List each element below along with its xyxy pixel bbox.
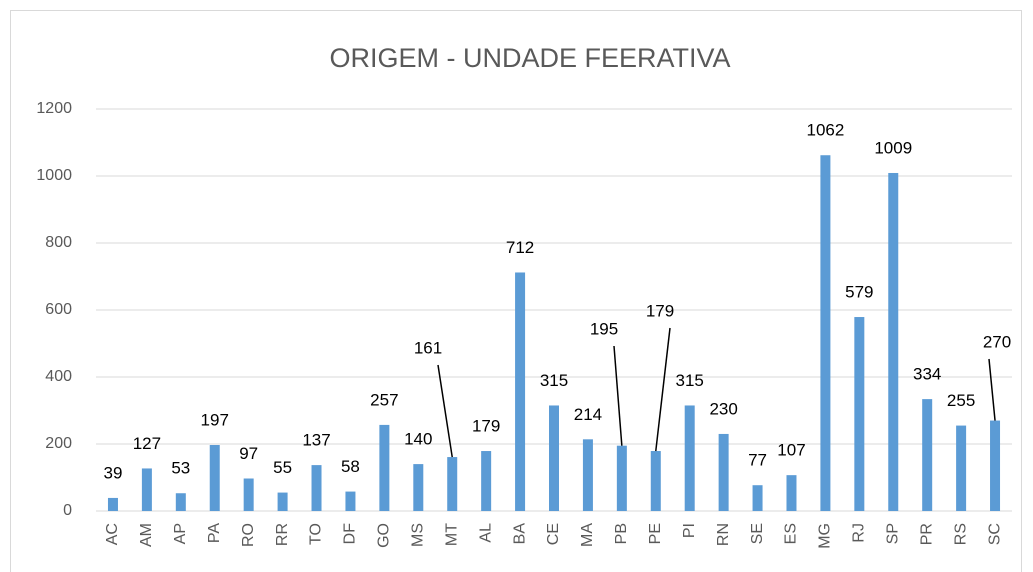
bar <box>582 439 593 511</box>
data-label: 712 <box>506 238 534 257</box>
data-label: 214 <box>574 405 602 424</box>
y-tick-label: 1200 <box>36 100 72 117</box>
x-tick-label: MT <box>443 523 460 546</box>
x-tick-label: TO <box>308 523 325 545</box>
data-label: 257 <box>370 390 398 409</box>
data-label: 58 <box>341 457 360 476</box>
x-tick-label: MA <box>579 523 596 547</box>
bar <box>311 465 322 511</box>
x-tick-label: MG <box>817 523 834 549</box>
bar <box>345 491 356 511</box>
data-label: 197 <box>201 410 229 429</box>
x-tick-label: DF <box>342 523 359 545</box>
data-label: 161 <box>414 338 442 357</box>
x-tick-label: RO <box>240 523 257 547</box>
x-tick-label: RS <box>952 523 969 545</box>
chart-title: ORIGEM - UNDADE FEERATIVA <box>329 43 730 73</box>
leader-line <box>437 364 453 458</box>
data-label: 315 <box>540 371 568 390</box>
bar <box>515 272 526 511</box>
data-label: 55 <box>273 458 292 477</box>
bar <box>141 468 152 511</box>
data-label: 179 <box>472 417 500 436</box>
bar <box>481 451 492 511</box>
bar <box>379 424 390 511</box>
x-tick-label: MS <box>410 523 427 547</box>
x-tick-label: PE <box>647 523 664 544</box>
bar <box>650 451 661 511</box>
data-label: 230 <box>709 399 737 418</box>
data-label: 1009 <box>874 138 912 157</box>
x-tick-label: AC <box>104 523 121 545</box>
leader-line <box>655 327 671 452</box>
x-tick-label: ES <box>783 523 800 544</box>
bar <box>786 475 797 511</box>
x-tick-label: PA <box>206 523 223 543</box>
x-tick-label: RR <box>274 523 291 546</box>
y-tick-label: 600 <box>45 301 72 318</box>
data-label: 137 <box>302 431 330 450</box>
x-tick-label: SC <box>986 523 1003 545</box>
bar <box>243 478 254 511</box>
bar <box>888 172 899 512</box>
x-tick-label: RN <box>715 523 732 546</box>
x-tick-label: GO <box>376 523 393 548</box>
bar <box>209 445 220 511</box>
bar <box>277 492 288 511</box>
data-label: 255 <box>947 391 975 410</box>
x-tick-label: PB <box>613 523 630 544</box>
y-tick-label: 0 <box>63 502 72 519</box>
data-label: 195 <box>590 319 618 338</box>
x-tick-label: PR <box>918 523 935 545</box>
bar <box>616 445 627 511</box>
x-tick-label: AP <box>172 523 189 544</box>
x-tick-label: AM <box>138 523 155 547</box>
bar <box>684 405 695 511</box>
bar <box>447 457 458 511</box>
y-tick-label: 1000 <box>36 167 72 184</box>
chart-border <box>10 10 1022 572</box>
bar <box>854 317 865 511</box>
data-label: 270 <box>983 332 1011 351</box>
x-tick-label: RJ <box>851 523 868 543</box>
data-label: 53 <box>171 459 190 478</box>
bar <box>956 425 967 511</box>
data-label: 140 <box>404 430 432 449</box>
leader-line <box>988 358 996 421</box>
data-label: 39 <box>104 463 123 482</box>
x-tick-label: BA <box>511 523 528 545</box>
data-label: 334 <box>913 365 941 384</box>
data-label: 97 <box>239 444 258 463</box>
bar <box>413 464 424 511</box>
x-tick-label: SE <box>749 523 766 544</box>
bar <box>549 405 559 511</box>
data-label: 77 <box>748 451 767 470</box>
bar <box>990 420 1001 511</box>
x-tick-label: AL <box>477 523 494 543</box>
y-tick-label: 200 <box>45 435 72 452</box>
bar <box>752 485 763 511</box>
data-label: 127 <box>133 434 161 453</box>
data-label: 1062 <box>806 121 844 140</box>
bar <box>718 433 729 511</box>
data-label: 179 <box>646 301 674 320</box>
bar <box>175 493 186 511</box>
x-tick-label: SP <box>884 523 901 544</box>
bar <box>922 399 933 511</box>
y-tick-label: 800 <box>45 234 72 251</box>
leader-line <box>613 345 623 446</box>
y-tick-label: 400 <box>45 368 72 385</box>
data-label: 107 <box>777 441 805 460</box>
bar <box>107 497 118 511</box>
x-tick-label: CE <box>545 523 562 545</box>
bar <box>820 155 831 512</box>
data-label: 315 <box>676 371 704 390</box>
x-tick-label: PI <box>681 523 698 538</box>
data-label: 579 <box>845 283 873 302</box>
